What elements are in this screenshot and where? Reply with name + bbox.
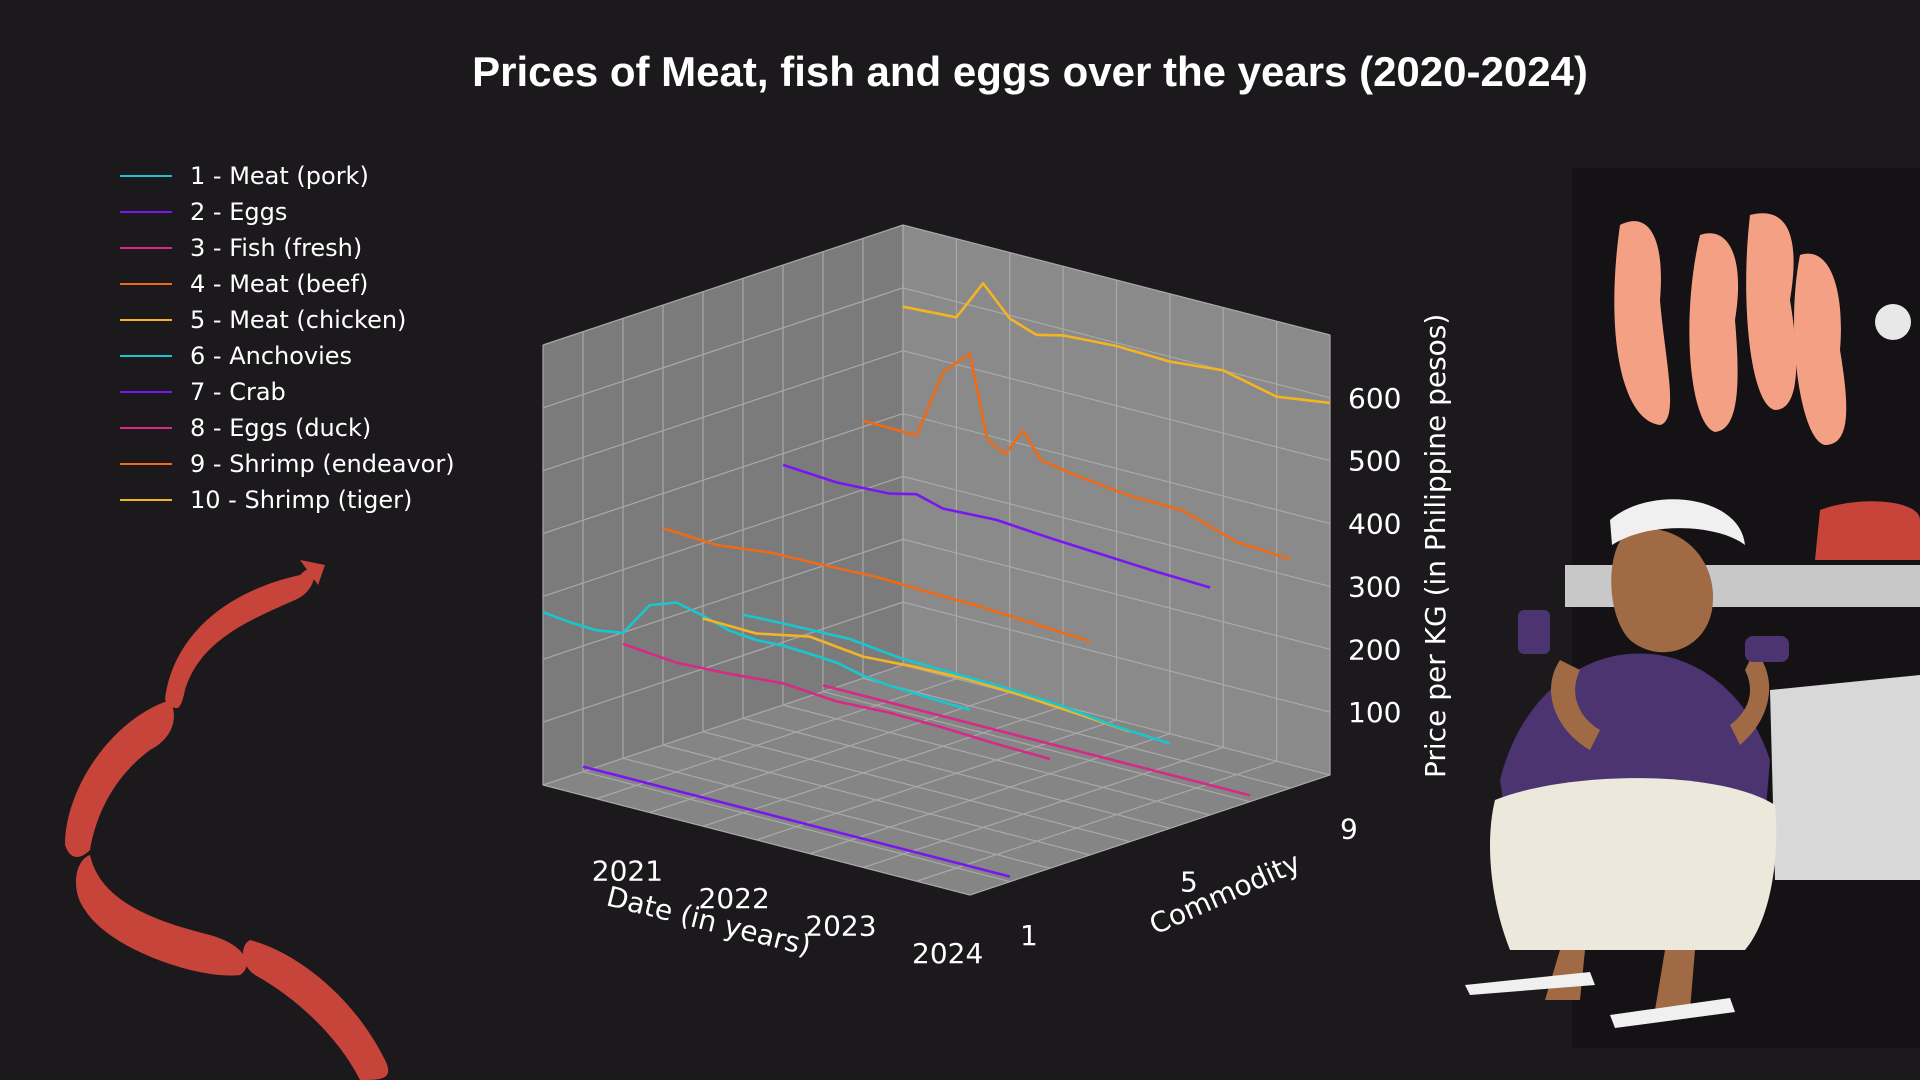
- legend-swatch: [120, 499, 172, 501]
- series-line: [622, 642, 1051, 761]
- grid-line: [582, 331, 1011, 883]
- legend-label: 3 - Fish (fresh): [190, 234, 363, 262]
- legend-swatch: [120, 319, 172, 321]
- grid-line: [542, 538, 1331, 660]
- z-tick-label: 500: [1348, 445, 1401, 478]
- legend-swatch: [120, 247, 172, 249]
- grid-line: [622, 318, 1051, 869]
- legend-item: 4 - Meat (beef): [120, 266, 455, 302]
- legend-label: 5 - Meat (chicken): [190, 306, 407, 334]
- legend-item: 7 - Crab: [120, 374, 455, 410]
- vendor-illustration: [1465, 168, 1920, 1048]
- x-tick-label: 2021: [592, 855, 663, 888]
- series-line: [902, 281, 1331, 405]
- z-tick-label: 100: [1348, 696, 1401, 729]
- legend-swatch: [120, 463, 172, 465]
- chart-legend: 1 - Meat (pork) 2 - Eggs 3 - Fish (fresh) 4…: [120, 158, 455, 518]
- legend-label: 4 - Meat (beef): [190, 270, 369, 298]
- grid-line: [702, 291, 1131, 843]
- legend-item: 3 - Fish (fresh): [120, 230, 455, 266]
- legend-swatch: [120, 355, 172, 357]
- z-tick-label: 300: [1348, 570, 1401, 603]
- legend-label: 8 - Eggs (duck): [190, 414, 372, 442]
- chart-3d-axes: 2021202220232024159100200300400500600Dat…: [542, 224, 1452, 970]
- z-tick-label: 200: [1348, 633, 1401, 666]
- legend-swatch: [120, 427, 172, 429]
- legend-swatch: [120, 211, 172, 213]
- grid-line: [742, 278, 1171, 829]
- grid-line: [862, 238, 1291, 789]
- x-tick-label: 2022: [699, 882, 770, 915]
- z-tick-label: 600: [1348, 382, 1401, 415]
- legend-swatch: [120, 283, 172, 285]
- y-tick-label: 9: [1340, 812, 1358, 845]
- sausage-illustration: [65, 560, 389, 1080]
- grid-line: [542, 601, 1331, 723]
- legend-item: 6 - Anchovies: [120, 338, 455, 374]
- legend-label: 2 - Eggs: [190, 198, 288, 226]
- series-line: [782, 463, 1211, 589]
- legend-item: 10 - Shrimp (tiger): [120, 482, 455, 518]
- series-line: [742, 613, 1171, 745]
- series-line: [862, 352, 1291, 561]
- legend-item: 9 - Shrimp (endeavor): [120, 446, 455, 482]
- grid-line: [782, 265, 1211, 816]
- legend-item: 5 - Meat (chicken): [120, 302, 455, 338]
- legend-swatch: [120, 175, 172, 177]
- y-tick-label: 1: [1020, 919, 1038, 952]
- grid-line: [542, 350, 1331, 472]
- legend-item: 1 - Meat (pork): [120, 158, 455, 194]
- legend-swatch: [120, 391, 172, 393]
- x-tick-label: 2023: [805, 910, 876, 943]
- grid-line: [542, 475, 1331, 597]
- grid-line: [662, 305, 1091, 856]
- left-wall-pane: [543, 225, 903, 785]
- series-line: [702, 617, 1131, 733]
- grid-line: [822, 251, 1251, 803]
- grid-line: [542, 224, 1331, 346]
- legend-label: 10 - Shrimp (tiger): [190, 486, 413, 514]
- y-tick-label: 5: [1180, 866, 1198, 899]
- legend-item: 2 - Eggs: [120, 194, 455, 230]
- legend-label: 6 - Anchovies: [190, 342, 353, 370]
- z-tick-label: 400: [1348, 508, 1401, 541]
- grid-line: [542, 345, 971, 896]
- x-tick-label: 2024: [912, 937, 983, 970]
- legend-label: 1 - Meat (pork): [190, 162, 369, 190]
- series-line: [662, 526, 1091, 643]
- y-axis-label: Commodity: [1144, 846, 1305, 942]
- series-line: [822, 684, 1251, 797]
- z-axis-label: Price per KG (in Philippine pesos): [1419, 314, 1452, 778]
- legend-label: 7 - Crab: [190, 378, 286, 406]
- legend-label: 9 - Shrimp (endeavor): [190, 450, 455, 478]
- legend-item: 8 - Eggs (duck): [120, 410, 455, 446]
- series-line: [582, 765, 1011, 878]
- chart-title: Prices of Meat, fish and eggs over the y…: [472, 48, 1588, 95]
- series-line: [542, 601, 971, 711]
- grid-line: [542, 412, 1331, 535]
- grid-line: [542, 287, 1331, 409]
